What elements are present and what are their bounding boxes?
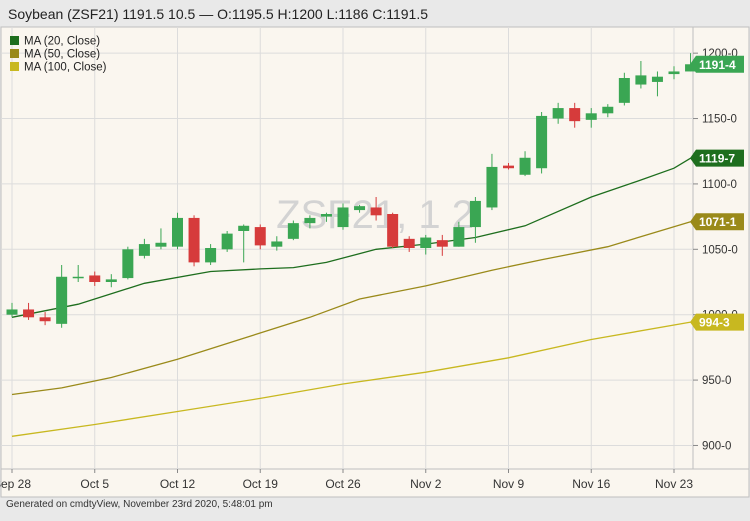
candle-body (271, 241, 283, 247)
price-tags: 1191-4 1119-7 1071-1 994-3 (690, 55, 744, 331)
candle-body (503, 165, 514, 169)
ma-tag-1: 1071-1 (699, 215, 737, 229)
x-tick-label: Nov 9 (493, 477, 525, 491)
candle-body (569, 108, 581, 122)
candle-body (486, 166, 498, 208)
x-tick-label: Nov 23 (655, 477, 693, 491)
ma-line-1 (11, 221, 691, 396)
candle-body (469, 200, 481, 228)
chart-title: Soybean (ZSF21) 1191.5 10.5 — O:1195.5 H… (8, 6, 428, 22)
ma-line-2 (11, 321, 691, 437)
plot-area (0, 26, 694, 470)
legend-swatch-ma20 (10, 36, 19, 45)
candle-body (188, 217, 200, 263)
ma-tag-2-bg (690, 313, 744, 331)
candle-body (39, 317, 51, 322)
candle-body (552, 108, 564, 119)
candle-body (354, 206, 366, 211)
legend-label-ma50: MA (50, Close) (24, 49, 100, 61)
legend-label-ma100: MA (100, Close) (24, 62, 107, 74)
ma-tag-1-bg (690, 213, 744, 231)
last-price-tag: 1191-4 (699, 58, 736, 72)
ma-line-0 (11, 157, 691, 318)
legend: MA (20, Close) MA (50, Close) MA (100, C… (10, 36, 107, 74)
x-tick-label: Oct 19 (243, 477, 279, 491)
candle-body (370, 207, 382, 216)
candle-body (89, 275, 101, 282)
candle-body (221, 233, 233, 250)
ma-tag-0-bg (690, 149, 744, 167)
last-price-tag-bg (690, 55, 744, 73)
legend-swatch-ma50 (10, 49, 19, 58)
candle-body (287, 223, 299, 239)
candle-body (122, 249, 134, 279)
candle-body (155, 242, 167, 247)
candle-body (56, 276, 68, 324)
candle-body (72, 276, 84, 279)
y-tick-label: 1100-0 (702, 179, 737, 191)
candle-body (618, 78, 630, 103)
x-tick-label: Oct 5 (80, 477, 109, 491)
footer-note: Generated on cmdtyView, November 23rd 20… (6, 499, 273, 510)
candle-body (254, 227, 266, 246)
legend-swatch-ma100 (10, 62, 19, 71)
candle-body (6, 309, 18, 315)
time-axis (0, 468, 750, 498)
time-axis-ticks: Sep 28 Oct 5 Oct 12 Oct 19 Oct 26 Nov 2 Nov 9 N… (0, 469, 693, 491)
candle-body (436, 240, 448, 247)
candle-body (651, 76, 663, 82)
candle-body (205, 248, 217, 263)
candle-body (387, 214, 399, 247)
y-tick-label: 1150-0 (702, 114, 737, 126)
x-tick-label: Oct 12 (160, 477, 196, 491)
candle-body (172, 217, 183, 247)
moving-averages (11, 157, 691, 437)
candle-body (304, 217, 316, 224)
candlesticks (6, 53, 697, 328)
candle-body (403, 238, 415, 248)
x-tick-label: Sep 28 (0, 477, 31, 491)
candle-body (337, 207, 349, 228)
candle-body (668, 71, 680, 75)
candle-body (420, 237, 432, 248)
candle-body (602, 106, 614, 114)
candle-body (519, 157, 531, 175)
candle-body (23, 309, 35, 318)
y-tick-label: 1050-0 (702, 244, 738, 256)
x-tick-label: Nov 2 (410, 477, 442, 491)
ma-tag-2: 994-3 (699, 316, 730, 330)
x-tick-label: Oct 26 (325, 477, 361, 491)
y-tick-label: 950-0 (702, 375, 731, 387)
candle-body (585, 113, 597, 120)
ma-tag-0: 1119-7 (699, 152, 735, 166)
price-axis (692, 26, 750, 470)
candle-body (105, 279, 117, 282)
candle-body (536, 115, 548, 169)
candle-body (685, 64, 697, 72)
legend-label-ma20: MA (20, Close) (24, 36, 100, 48)
candle-body (453, 227, 465, 247)
candle-body (320, 214, 332, 217)
x-tick-label: Nov 16 (572, 477, 610, 491)
y-tick-label: 900-0 (702, 440, 731, 452)
candle-body (138, 244, 150, 256)
candle-body (635, 75, 647, 85)
candle-body (238, 225, 250, 231)
